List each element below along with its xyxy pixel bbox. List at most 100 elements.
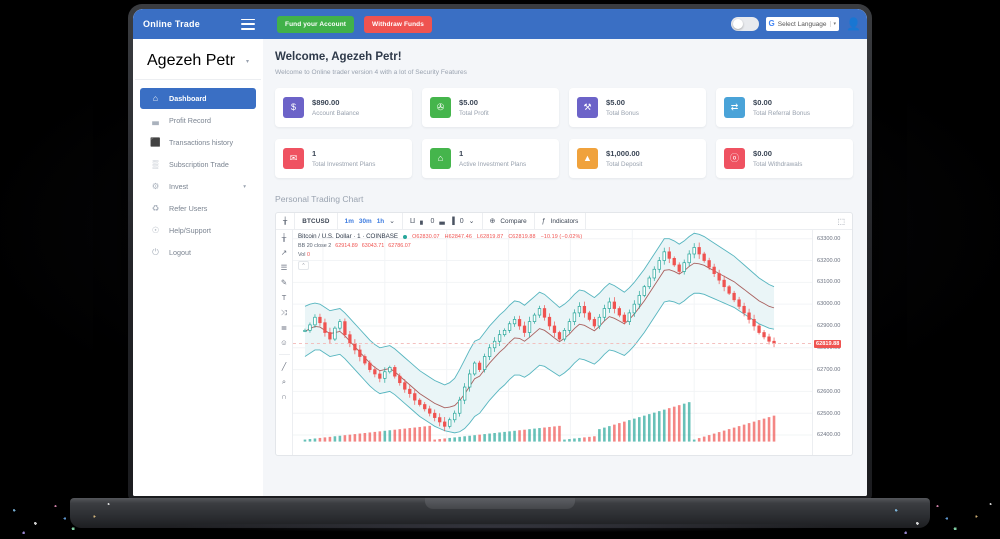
withdraw-funds-button[interactable]: Withdraw Funds [364, 15, 432, 33]
sidebar-item-refer-users[interactable]: ♻ Refer Users [140, 198, 256, 219]
candlestick-icon[interactable]: ⨿ [410, 217, 416, 225]
candle-body [632, 303, 636, 314]
ruler-icon[interactable]: ╱ [281, 361, 287, 371]
legend-title-row: Bitcoin / U.S. Dollar · 1 · COINBASE O62… [298, 233, 582, 240]
refer-users-icon: ♻ [151, 203, 160, 214]
symbol-button[interactable]: BTCUSD [295, 213, 338, 229]
volume-bar [403, 428, 407, 442]
current-price-label: 62819.88 [814, 339, 842, 348]
sidebar-item-subscription-trade[interactable]: ▒ Subscription Trade [140, 154, 256, 175]
timeframe-1m[interactable]: 1m [344, 217, 354, 225]
language-select[interactable]: G Select Language ▾ [765, 17, 840, 31]
candle-body [537, 308, 542, 316]
legend-collapse-button[interactable]: ⌃ [298, 261, 309, 270]
timeframe-1h[interactable]: 1h [376, 217, 385, 225]
bar-chart-icon[interactable]: ▖ [420, 217, 426, 225]
candle-body [388, 367, 392, 373]
volume-bar [443, 438, 446, 442]
stat-card[interactable]: ⚒ $5.00 Total Bonus [569, 88, 706, 127]
zoom-icon[interactable]: ⌕ [281, 376, 287, 386]
brush-icon[interactable]: ✎ [280, 278, 288, 287]
chart-plot-area[interactable]: Bitcoin / U.S. Dollar · 1 · COINBASE O62… [293, 230, 812, 455]
volume-bar [667, 408, 671, 442]
chevron-down-icon[interactable]: ⌄ [468, 217, 475, 225]
stat-icon: ⚒ [577, 97, 598, 118]
volume-bar [388, 430, 392, 442]
stat-text: $5.00 Total Profit [459, 98, 489, 117]
candle-body [737, 299, 741, 307]
chevron-down-icon[interactable]: ⌄ [389, 217, 396, 225]
volume-bar [757, 420, 761, 442]
volume-bar [712, 433, 716, 442]
volume-bar [747, 423, 751, 442]
volume-bar [303, 439, 307, 442]
sidebar-item-logout[interactable]: ⏻ Logout [140, 242, 256, 263]
chart-type-group[interactable]: ⨿ ▖ 0 ▃ ▐ 0 ⌄ [403, 213, 483, 229]
compare-button[interactable]: ⊕ Compare [483, 213, 535, 229]
stat-card[interactable]: ⌂ 1 Active Investment Plans [422, 139, 559, 178]
stat-card[interactable]: ⓞ $0.00 Total Withdrawals [716, 139, 853, 178]
measure-icon[interactable]: ⤨ [281, 308, 287, 317]
candle-body [413, 393, 417, 401]
candle-body [647, 277, 651, 288]
volume-bar [328, 436, 332, 442]
indicators-button[interactable]: ƒ Indicators [535, 213, 587, 229]
candle-body [472, 362, 477, 375]
sidebar-item-transactions-history[interactable]: ⬛ Transactions history [140, 132, 256, 153]
volume-bar [553, 426, 556, 442]
stat-card[interactable]: ⇄ $0.00 Total Referral Bonus [716, 88, 853, 127]
stat-text: $1,000.00 Total Deposit [606, 149, 642, 168]
candle-body [547, 316, 552, 327]
volume-bar [308, 439, 312, 442]
trendline-icon[interactable]: ↗ [280, 248, 288, 257]
candle-body [353, 343, 357, 351]
magnet-icon[interactable]: ∩ [281, 391, 287, 401]
candle-body [757, 325, 761, 333]
stat-card[interactable]: ▲ $1,000.00 Total Deposit [569, 139, 706, 178]
timeframe-group[interactable]: 1m 30m 1h ⌄ [338, 213, 404, 229]
volume-bar [363, 432, 367, 442]
settings-icon[interactable]: ≣ [280, 323, 288, 332]
line-chart-icon[interactable]: ▃ [439, 217, 445, 225]
volume-bar [633, 418, 636, 442]
subscription-trade-icon: ▒ [152, 159, 159, 170]
bollinger-lower-line [304, 292, 775, 434]
candle-body [443, 421, 447, 427]
timeframe-30m[interactable]: 30m [358, 217, 372, 225]
sidebar-item-help-support[interactable]: ☉ Help/Support [140, 220, 256, 241]
volume-bar [722, 430, 726, 442]
page-subtitle: Welcome to Online trader version 4 with … [275, 69, 467, 76]
candle-body [318, 316, 322, 324]
crosshair-icon[interactable]: ╁ [281, 233, 287, 242]
price-axis[interactable]: 63300.00 63200.00 63100.00 63000.00 62900.00… [812, 230, 852, 455]
sidebar-item-profit-record[interactable]: ▃ Profit Record [140, 110, 256, 131]
snapshot-button[interactable]: ⬚ [830, 213, 852, 229]
volume-bar [623, 421, 626, 442]
volume-bar [398, 429, 402, 442]
sidebar-profile-selector[interactable]: Agezeh Petr ▾ [135, 47, 261, 80]
emoji-icon[interactable]: ☺ [280, 338, 288, 347]
text-icon[interactable]: T [281, 293, 287, 302]
horizontal-lines-icon[interactable]: ☰ [280, 263, 288, 272]
area-chart-icon[interactable]: ▐ [449, 217, 455, 225]
candle-body [677, 264, 681, 272]
candle-body [702, 253, 706, 261]
stat-value: 1 [459, 149, 464, 158]
stat-card[interactable]: ✇ $5.00 Total Profit [422, 88, 559, 127]
volume-bar [702, 436, 706, 442]
sidebar-item-invest[interactable]: ⚙ Invest ▾ [140, 176, 256, 197]
theme-toggle-switch[interactable] [730, 17, 759, 31]
fund-account-button[interactable]: Fund your Account [277, 15, 355, 33]
candle-body [378, 373, 382, 379]
brand-logo[interactable]: Online Trade [143, 19, 200, 29]
stat-card[interactable]: $ $890.00 Account Balance [275, 88, 412, 127]
volume-bar [333, 436, 337, 442]
stat-card[interactable]: ✉ 1 Total Investment Plans [275, 139, 412, 178]
volume-bar [662, 409, 666, 442]
stat-label: Account Balance [312, 110, 360, 117]
hamburger-icon[interactable] [241, 18, 255, 30]
volume-value: 0 [307, 252, 310, 258]
sidebar-item-dashboard[interactable]: ⌂ Dashboard [140, 88, 256, 109]
user-avatar-icon[interactable]: 👤 [846, 17, 861, 31]
crosshair-tool-button[interactable]: ╁ [276, 213, 296, 229]
